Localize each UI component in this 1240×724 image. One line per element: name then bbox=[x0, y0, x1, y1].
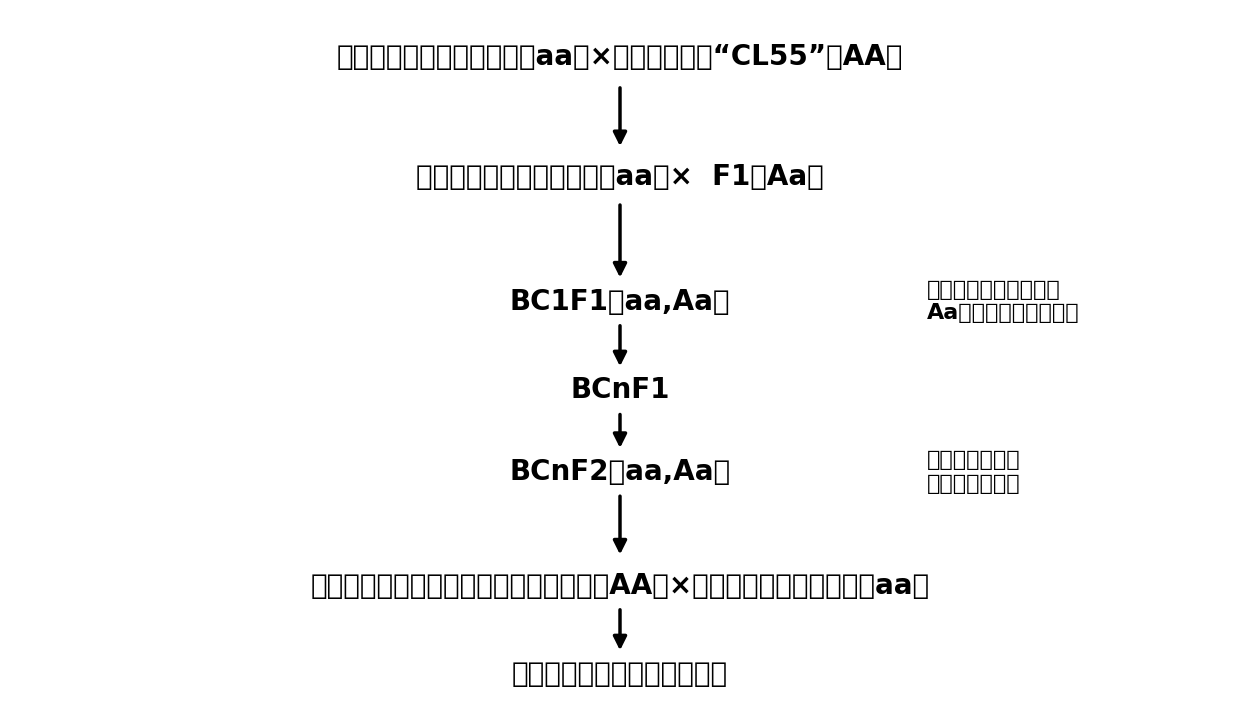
Text: 测交配组检测，后代抗性检测: 测交配组检测，后代抗性检测 bbox=[512, 660, 728, 689]
Text: 除草剂田间抗性鉴定，
Aa基因型继续单株回交: 除草剂田间抗性鉴定， Aa基因型继续单株回交 bbox=[926, 280, 1079, 323]
Text: BCnF1: BCnF1 bbox=[570, 376, 670, 405]
Text: 系统选育获得耐除草剂两系不育系单株（AA）×优质常规米稻及恢复系（aa）: 系统选育获得耐除草剂两系不育系单株（AA）×优质常规米稻及恢复系（aa） bbox=[310, 572, 930, 599]
Text: BCnF2（aa,Aa）: BCnF2（aa,Aa） bbox=[510, 458, 730, 486]
Text: BC1F1（aa,Aa）: BC1F1（aa,Aa） bbox=[510, 287, 730, 316]
Text: 杂交米稻优良两系不育系（aa）×耐除草剂材料“CL55”（AA）: 杂交米稻优良两系不育系（aa）×耐除草剂材料“CL55”（AA） bbox=[337, 43, 903, 71]
Text: 杂交米稻优良两系不育系（aa）×  F1（Aa）: 杂交米稻优良两系不育系（aa）× F1（Aa） bbox=[417, 164, 823, 191]
Text: 除草剂田间抗性
鉴定，育性调查: 除草剂田间抗性 鉴定，育性调查 bbox=[926, 450, 1021, 494]
